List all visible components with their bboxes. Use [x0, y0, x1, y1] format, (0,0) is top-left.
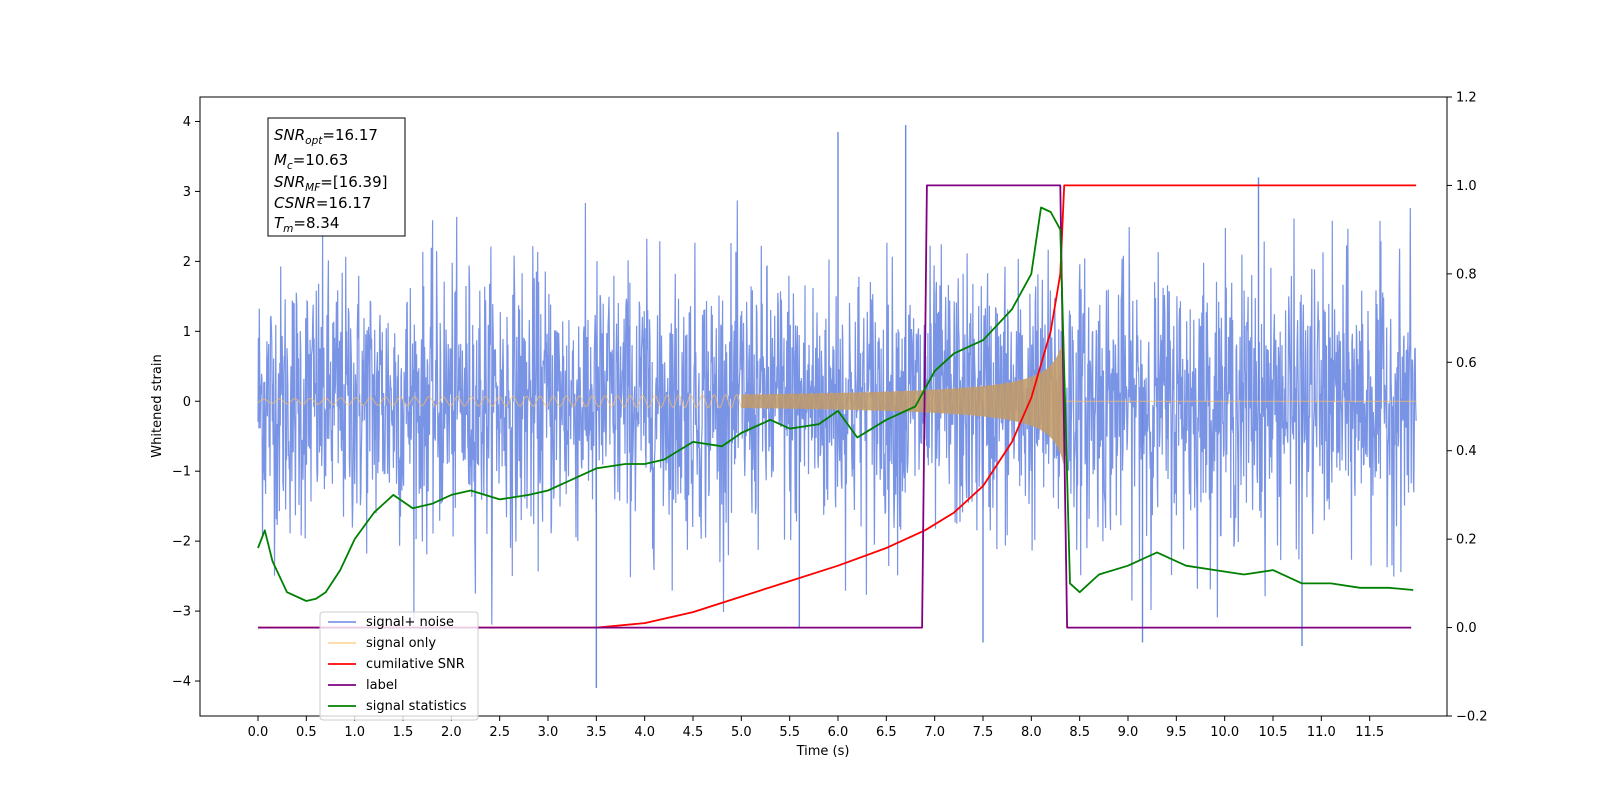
x-tick-label: 3.0: [538, 725, 559, 740]
y-tick-label: −1: [172, 465, 191, 480]
x-tick-label: 0.0: [248, 725, 269, 740]
x-tick-label: 6.5: [876, 725, 897, 740]
y2-tick-label: 0.0: [1456, 621, 1477, 636]
x-tick-label: 2.5: [489, 725, 510, 740]
chirp-envelope: [741, 337, 1064, 466]
y-tick-label: −3: [172, 605, 191, 620]
x-tick-label: 9.0: [1118, 725, 1139, 740]
legend-label: label: [366, 678, 397, 693]
legend-label: cumilative SNR: [366, 657, 465, 672]
legend-label: signal statistics: [366, 699, 467, 714]
x-tick-label: 0.5: [296, 725, 317, 740]
x-tick-label: 1.5: [393, 725, 414, 740]
x-axis-label: Time (s): [796, 744, 850, 759]
x-tick-label: 2.0: [441, 725, 462, 740]
legend-label: signal+ noise: [366, 615, 454, 630]
plot-frame: [199, 96, 1448, 717]
x-tick-label: 1.0: [344, 725, 365, 740]
stats-symbol: CSNR: [274, 194, 316, 212]
x-tick-label: 3.5: [586, 725, 607, 740]
stats-line: Tm=8.34: [274, 214, 339, 235]
y2-tick-label: 0.2: [1456, 533, 1477, 548]
series-signal-only: [257, 336, 1417, 466]
stats-line: SNRopt=16.17: [274, 126, 378, 147]
y2-tick-label: 0.4: [1456, 444, 1477, 459]
x-tick-label: 4.5: [683, 725, 704, 740]
y-tick-label: −2: [172, 535, 191, 550]
x-tick-label: 10.5: [1259, 725, 1288, 740]
x-tick-label: 11.0: [1307, 725, 1336, 740]
y-axis-label: Whitened strain: [150, 354, 165, 457]
y-tick-label: 3: [183, 185, 191, 200]
stats-value: =16.17: [322, 126, 378, 144]
stats-subscript: opt: [305, 135, 323, 147]
y2-axis-ticks: 1.2 1.0 0.8 0.6 0.4 0.2 0.0 −0.2: [1447, 91, 1488, 725]
stats-value: =8.34: [293, 214, 339, 232]
x-tick-label: 7.5: [973, 725, 994, 740]
y-tick-label: 0: [183, 395, 191, 410]
x-tick-label: 11.5: [1355, 725, 1384, 740]
stats-value: =[16.39]: [320, 173, 387, 191]
y2-tick-label: 0.8: [1456, 267, 1477, 282]
x-tick-label: 8.0: [1021, 725, 1042, 740]
y-axis-ticks: 4 3 2 1 0 −1 −2 −3 −4: [172, 115, 200, 690]
stats-symbol: M: [274, 151, 287, 169]
y-tick-label: 2: [183, 255, 191, 270]
y-tick-label: 1: [183, 325, 191, 340]
stats-annotation-box: SNRopt=16.17Mc=10.63SNRMF=[16.39]CSNR=16…: [267, 117, 406, 237]
legend: signal+ noise signal only cumilative SNR la…: [319, 611, 479, 721]
stats-line: Mc=10.63: [274, 151, 348, 172]
stats-symbol: SNR: [274, 126, 305, 144]
y-tick-label: −4: [172, 675, 191, 690]
stats-value: =10.63: [293, 151, 349, 169]
y2-tick-label: −0.2: [1456, 710, 1488, 725]
stats-subscript: MF: [305, 182, 321, 194]
legend-label: signal only: [366, 636, 436, 651]
y2-tick-label: 1.0: [1456, 179, 1477, 194]
x-tick-label: 7.0: [924, 725, 945, 740]
stats-subscript: c: [287, 160, 293, 172]
x-tick-label: 10.0: [1210, 725, 1239, 740]
y2-tick-label: 0.6: [1456, 356, 1477, 371]
stats-line: SNRMF=[16.39]: [274, 173, 388, 194]
y2-tick-label: 1.2: [1456, 91, 1477, 106]
series-line-label: [258, 184, 1412, 629]
series-line-cumilative-snr: [258, 184, 1417, 629]
legend-frame: [319, 611, 479, 721]
x-tick-label: 4.0: [634, 725, 655, 740]
x-tick-label: 5.0: [731, 725, 752, 740]
stats-value: =16.17: [316, 194, 372, 212]
x-tick-label: 9.5: [1166, 725, 1187, 740]
x-tick-label: 6.0: [828, 725, 849, 740]
x-tick-label: 5.5: [779, 725, 800, 740]
stats-symbol: T: [274, 214, 285, 232]
stats-symbol: SNR: [274, 173, 305, 191]
series-line-signal-statistics: [257, 206, 1414, 602]
stats-box-frame: [267, 117, 406, 237]
x-tick-label: 8.5: [1069, 725, 1090, 740]
stats-line: CSNR=16.17: [274, 194, 371, 212]
stats-subscript: m: [283, 223, 293, 235]
y-tick-label: 4: [183, 115, 191, 130]
series-lines: [257, 184, 1417, 629]
